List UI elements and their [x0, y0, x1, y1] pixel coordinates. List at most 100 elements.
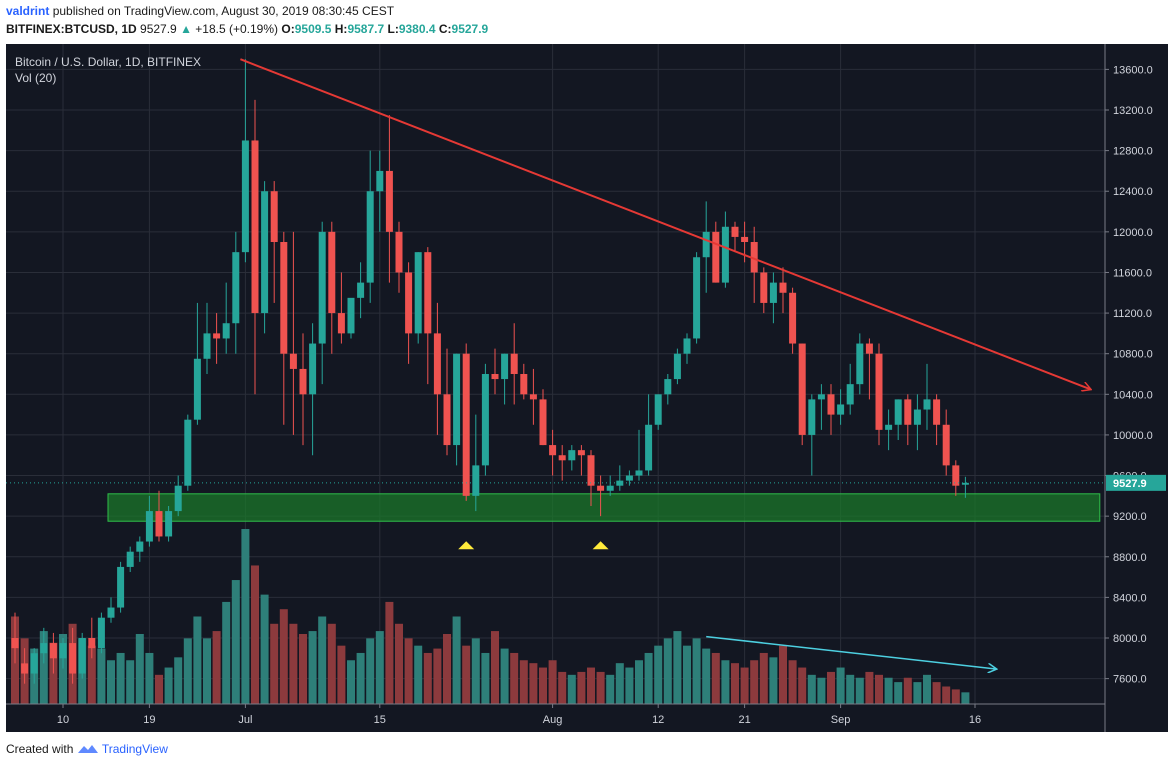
candle-body — [510, 353, 518, 374]
candle-body — [827, 394, 835, 415]
candle-body — [97, 617, 105, 649]
volume-bar — [452, 616, 461, 704]
legend-volume: Vol (20) — [15, 71, 57, 85]
candle-body — [606, 485, 614, 491]
volume-bar — [692, 638, 701, 704]
close-label: C: — [438, 22, 452, 36]
volume-bar — [433, 648, 442, 704]
price-tick-label: 8400.0 — [1113, 592, 1147, 604]
candle-body — [270, 191, 278, 242]
volume-bar — [539, 667, 547, 704]
volume-bar — [875, 674, 883, 704]
volume-bar — [779, 645, 787, 704]
volume-bar — [654, 645, 663, 704]
time-tick-label: 12 — [652, 714, 664, 726]
volume-bar — [798, 667, 807, 704]
volume-bar — [39, 631, 48, 704]
candle-body — [309, 343, 317, 395]
candle-body — [251, 140, 259, 314]
candle-body — [49, 643, 57, 659]
volume-bar — [116, 652, 125, 704]
volume-bar — [87, 645, 96, 704]
candle-body — [261, 191, 269, 314]
candle-body — [683, 338, 691, 354]
volume-bar — [395, 623, 403, 704]
candle-body — [21, 663, 29, 674]
chart-background — [6, 44, 1168, 732]
volume-bar — [135, 634, 144, 704]
price-tick-label: 12000.0 — [1113, 227, 1153, 239]
candle-body — [808, 399, 816, 435]
volume-bar — [961, 692, 970, 704]
candle-body — [942, 424, 950, 466]
volume-bar — [577, 671, 586, 704]
volume-bar — [903, 677, 912, 704]
candle-body — [693, 257, 701, 339]
volume-bar — [894, 682, 903, 704]
price-tick-label: 11600.0 — [1113, 267, 1152, 279]
chart-area[interactable]: 7600.08000.08400.08800.09200.09600.01000… — [6, 44, 1168, 732]
time-tick-label: 10 — [57, 714, 69, 726]
volume-bar — [510, 652, 519, 704]
chart-svg[interactable]: 7600.08000.08400.08800.09200.09600.01000… — [6, 44, 1168, 732]
price-tick-label: 13600.0 — [1113, 64, 1153, 76]
volume-bar — [635, 660, 643, 704]
candle-body — [721, 226, 729, 283]
volume-bar — [836, 667, 845, 704]
publisher-name[interactable]: valdrint — [6, 4, 50, 18]
candle-body — [59, 643, 67, 659]
candle-body — [645, 424, 653, 471]
tradingview-link[interactable]: TradingView — [101, 742, 168, 756]
created-with-text: Created with — [6, 742, 74, 756]
volume-bar — [625, 667, 634, 704]
volume-bar — [193, 616, 202, 704]
candle-body — [40, 643, 48, 654]
candle-body — [865, 343, 873, 354]
triangle-up-icon: ▲ — [180, 22, 192, 36]
candle-body — [501, 353, 509, 380]
volume-bar — [375, 631, 384, 704]
chart-legend: Bitcoin / U.S. Dollar, 1D, BITFINEX Vol … — [15, 54, 201, 86]
volume-bar — [942, 686, 951, 704]
last-price-badge — [1106, 474, 1166, 491]
volume-bar — [683, 645, 691, 704]
candle-body — [789, 292, 797, 344]
candle-body — [117, 566, 125, 608]
volume-bar — [548, 660, 557, 704]
volume-bar — [491, 631, 499, 704]
candle-body — [424, 252, 432, 334]
time-tick-label: 15 — [374, 714, 386, 726]
volume-bar — [500, 648, 509, 704]
candle-body — [933, 399, 941, 425]
candle-body — [385, 170, 393, 232]
candle-body — [779, 282, 787, 293]
candle-body — [78, 638, 86, 674]
candle-body — [280, 242, 288, 354]
candle-body — [577, 450, 585, 456]
candle-body — [712, 231, 720, 283]
volume-bar — [356, 652, 365, 704]
candle-body — [846, 384, 854, 405]
volume-bar — [587, 667, 595, 704]
candle-body — [625, 475, 633, 481]
volume-bar — [606, 674, 615, 704]
candle-body — [491, 374, 499, 380]
volume-bar — [203, 638, 211, 704]
descending-trendline — [240, 58, 1090, 389]
volume-bar — [270, 623, 279, 704]
volume-bar — [519, 660, 528, 704]
volume-bar — [932, 682, 941, 704]
candle-body — [443, 394, 451, 446]
candle-body — [174, 485, 182, 512]
price-tick-label: 11200.0 — [1113, 308, 1152, 320]
open-label: O: — [281, 22, 295, 36]
volume-bar — [327, 623, 336, 704]
volume-bar — [414, 645, 423, 704]
header: valdrint published on TradingView.com, A… — [0, 0, 1173, 40]
volume-bar — [731, 663, 739, 704]
candle-body — [289, 353, 297, 369]
volume-bar — [529, 663, 538, 704]
candle-body — [885, 424, 893, 430]
volume-bar — [155, 674, 163, 704]
volume-bar — [279, 609, 288, 704]
